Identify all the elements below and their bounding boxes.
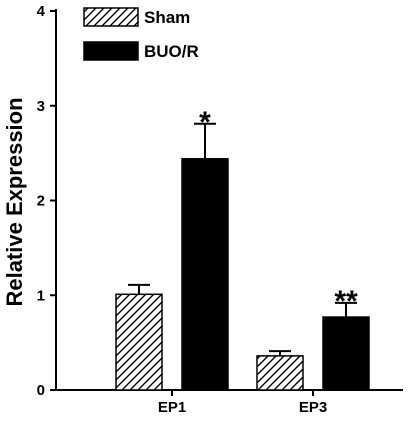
legend: Sham BUO/R	[83, 7, 199, 61]
legend-swatch-sham	[83, 7, 139, 27]
x-category-label: EP3	[299, 399, 327, 416]
significance-mark: **	[334, 285, 358, 318]
y-ticks: 0 1 2 3 4	[37, 3, 56, 399]
legend-label-buor: BUO/R	[144, 42, 199, 61]
bars	[115, 158, 370, 391]
y-axis-title: Relative Expression	[2, 97, 27, 306]
y-tick-label: 0	[37, 382, 45, 399]
y-tick-label: 1	[37, 287, 45, 304]
x-category-label: EP1	[158, 399, 186, 416]
bar-buor-ep1	[181, 158, 229, 391]
error-bars	[128, 122, 357, 356]
significance-marks: ***	[199, 106, 358, 318]
y-tick-label: 3	[37, 98, 45, 115]
y-tick-label: 4	[37, 3, 46, 20]
y-tick-label: 2	[37, 193, 45, 210]
bar-sham-ep3	[256, 355, 304, 391]
bar-sham-ep1	[115, 293, 163, 391]
legend-swatch-buor	[83, 41, 139, 61]
bar-buor-ep3	[322, 316, 370, 391]
significance-mark: *	[199, 106, 211, 139]
legend-label-sham: Sham	[144, 8, 190, 27]
x-ticks: EP1 EP3	[158, 390, 327, 416]
